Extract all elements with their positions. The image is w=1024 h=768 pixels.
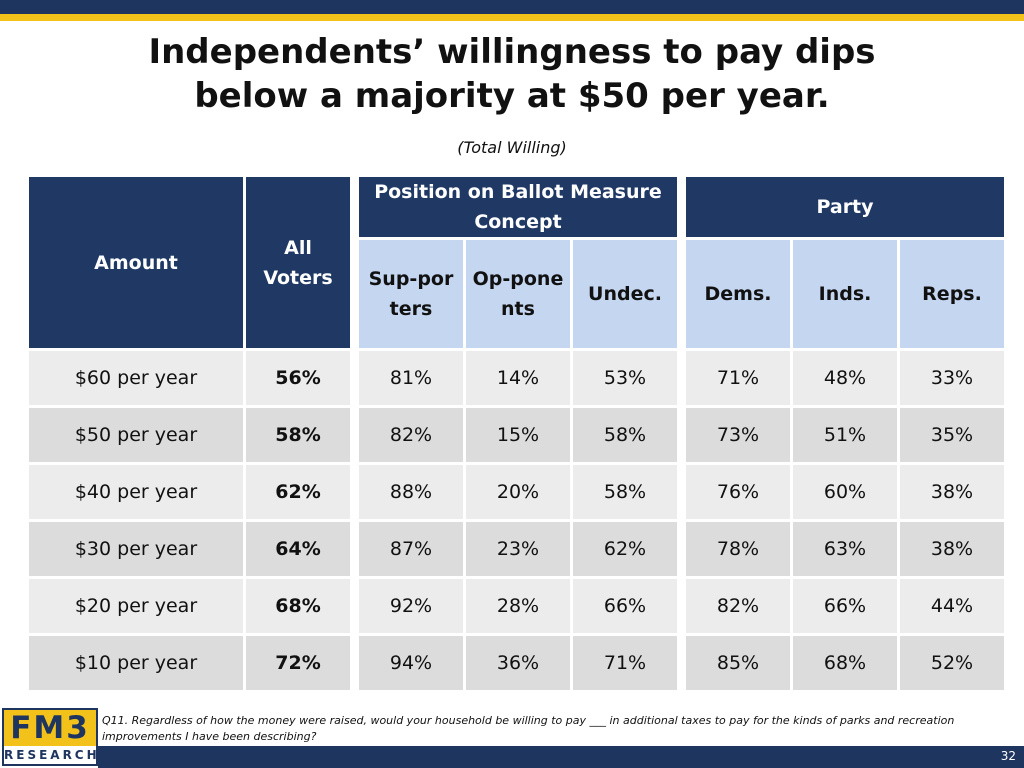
cell-amount: $20 per year — [29, 579, 243, 633]
table-row: $20 per year 68% 92% 28% 66% 82% 66% 44% — [29, 579, 1004, 633]
slide-subtitle: (Total Willing) — [457, 138, 567, 157]
logo-top-text: FM3 — [10, 710, 90, 746]
cell-inds: 48% — [793, 351, 897, 405]
column-gap — [353, 465, 356, 519]
cell-inds: 60% — [793, 465, 897, 519]
column-gap — [353, 579, 356, 633]
footnote: Q11. Regardless of how the money were ra… — [102, 714, 955, 743]
cell-supporters: 94% — [359, 636, 463, 690]
header-reps: Reps. — [900, 240, 1004, 348]
column-gap — [680, 579, 683, 633]
cell-all-voters: 58% — [246, 408, 350, 462]
header-group-position: Position on Ballot Measure Concept — [359, 177, 677, 237]
cell-amount: $40 per year — [29, 465, 243, 519]
slide-title: Independents’ willingness to pay dips be… — [0, 30, 1024, 118]
header-dems: Dems. — [686, 240, 790, 348]
header-all-voters: All Voters — [246, 177, 350, 348]
cell-amount: $50 per year — [29, 408, 243, 462]
cell-opponents: 23% — [466, 522, 570, 576]
header-supporters: Sup-porters — [359, 240, 463, 348]
bottom-band: 32 — [98, 746, 1024, 768]
cell-opponents: 14% — [466, 351, 570, 405]
cell-inds: 51% — [793, 408, 897, 462]
header-all-voters-label: All Voters — [263, 236, 333, 289]
header-opponents-label: Op-ponents — [472, 268, 564, 320]
cell-amount: $30 per year — [29, 522, 243, 576]
cell-reps: 44% — [900, 579, 1004, 633]
top-band-navy — [0, 0, 1024, 14]
header-group-party: Party — [686, 177, 1004, 237]
data-table: Amount All Voters Position on Ballot Mea… — [26, 174, 1007, 693]
cell-dems: 73% — [686, 408, 790, 462]
table-row: $60 per year 56% 81% 14% 53% 71% 48% 33% — [29, 351, 1004, 405]
cell-dems: 82% — [686, 579, 790, 633]
cell-reps: 35% — [900, 408, 1004, 462]
header-opponents: Op-ponents — [466, 240, 570, 348]
title-line-2: below a majority at $50 per year. — [194, 76, 830, 116]
page-number: 32 — [1000, 749, 1016, 763]
cell-amount: $60 per year — [29, 351, 243, 405]
cell-all-voters: 56% — [246, 351, 350, 405]
header-supporters-label: Sup-porters — [368, 268, 454, 320]
column-gap — [680, 177, 683, 348]
cell-reps: 33% — [900, 351, 1004, 405]
cell-supporters: 87% — [359, 522, 463, 576]
table-row: $40 per year 62% 88% 20% 58% 76% 60% 38% — [29, 465, 1004, 519]
column-gap — [353, 177, 356, 348]
cell-opponents: 36% — [466, 636, 570, 690]
cell-reps: 38% — [900, 465, 1004, 519]
header-inds: Inds. — [793, 240, 897, 348]
top-band-gold — [0, 14, 1024, 21]
cell-amount: $10 per year — [29, 636, 243, 690]
cell-undecided: 58% — [573, 465, 677, 519]
column-gap — [353, 522, 356, 576]
cell-undecided: 62% — [573, 522, 677, 576]
column-gap — [680, 351, 683, 405]
cell-dems: 85% — [686, 636, 790, 690]
cell-supporters: 92% — [359, 579, 463, 633]
cell-undecided: 53% — [573, 351, 677, 405]
logo-bottom-text: RESEARCH — [4, 746, 100, 764]
column-gap — [353, 408, 356, 462]
header-undecided: Undec. — [573, 240, 677, 348]
cell-opponents: 15% — [466, 408, 570, 462]
cell-dems: 78% — [686, 522, 790, 576]
fm3-logo: FM3 RESEARCH — [2, 708, 98, 766]
column-gap — [680, 522, 683, 576]
cell-inds: 66% — [793, 579, 897, 633]
cell-reps: 38% — [900, 522, 1004, 576]
column-gap — [680, 465, 683, 519]
cell-reps: 52% — [900, 636, 1004, 690]
cell-opponents: 28% — [466, 579, 570, 633]
cell-opponents: 20% — [466, 465, 570, 519]
column-gap — [353, 636, 356, 690]
column-gap — [680, 408, 683, 462]
table-body: $60 per year 56% 81% 14% 53% 71% 48% 33% $50 per… — [29, 351, 1004, 690]
cell-supporters: 82% — [359, 408, 463, 462]
header-group-position-label: Position on Ballot Measure Concept — [374, 181, 662, 233]
header-amount: Amount — [29, 177, 243, 348]
cell-undecided: 58% — [573, 408, 677, 462]
cell-supporters: 81% — [359, 351, 463, 405]
cell-inds: 63% — [793, 522, 897, 576]
cell-undecided: 66% — [573, 579, 677, 633]
table-row: $30 per year 64% 87% 23% 62% 78% 63% 38% — [29, 522, 1004, 576]
cell-supporters: 88% — [359, 465, 463, 519]
cell-inds: 68% — [793, 636, 897, 690]
cell-all-voters: 68% — [246, 579, 350, 633]
column-gap — [680, 636, 683, 690]
table-row: $10 per year 72% 94% 36% 71% 85% 68% 52% — [29, 636, 1004, 690]
cell-all-voters: 64% — [246, 522, 350, 576]
cell-all-voters: 72% — [246, 636, 350, 690]
title-line-1: Independents’ willingness to pay dips — [148, 32, 876, 72]
column-gap — [353, 351, 356, 405]
table-row: $50 per year 58% 82% 15% 58% 73% 51% 35% — [29, 408, 1004, 462]
cell-all-voters: 62% — [246, 465, 350, 519]
cell-undecided: 71% — [573, 636, 677, 690]
cell-dems: 76% — [686, 465, 790, 519]
cell-dems: 71% — [686, 351, 790, 405]
